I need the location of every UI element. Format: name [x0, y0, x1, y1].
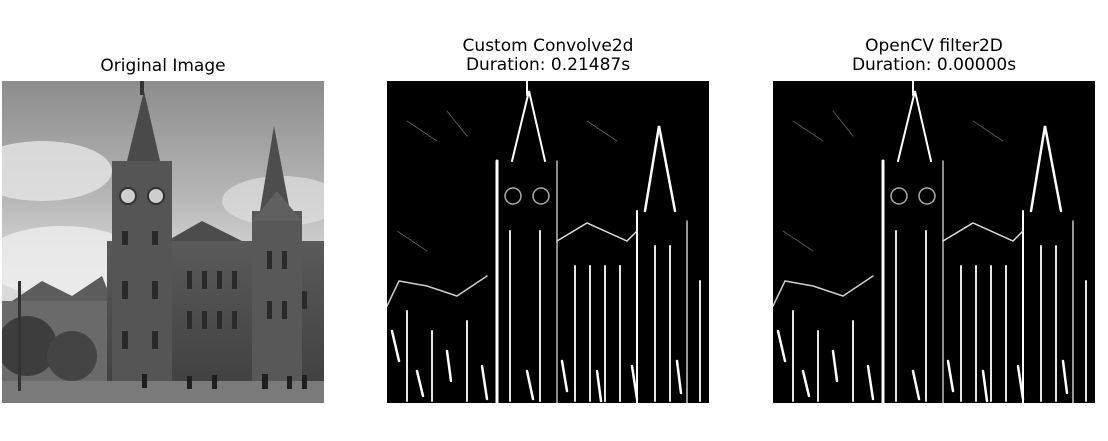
panel-duration: Duration: 0.21487s	[465, 55, 631, 75]
panel-title: Original Image	[100, 56, 226, 76]
original-image	[2, 81, 324, 403]
panel-title: OpenCV filter2D	[865, 36, 1003, 56]
panel-opencv-filter2d: OpenCV filter2D Duration: 0.00000s	[773, 0, 1095, 441]
panel-custom-convolve: Custom Convolve2d Duration: 0.21487s	[387, 0, 709, 441]
panel-original: Original Image	[2, 0, 324, 441]
panel-duration: Duration: 0.00000s	[851, 55, 1017, 75]
opencv-filter2d-image	[773, 81, 1095, 403]
custom-convolve-image	[387, 81, 709, 403]
panel-title: Custom Convolve2d	[462, 36, 634, 56]
